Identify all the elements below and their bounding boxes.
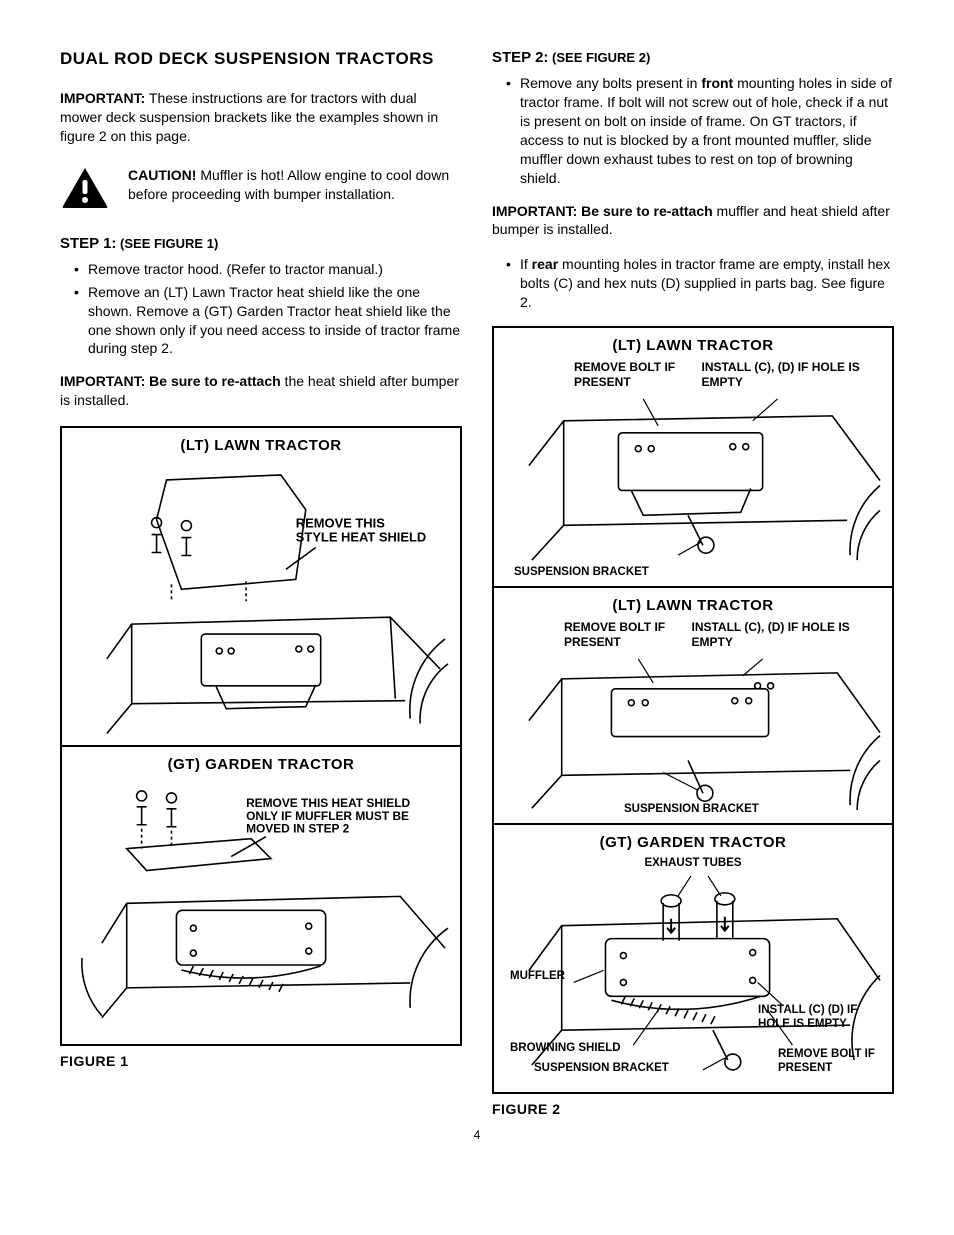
figure2-panel-gt: (GT) GARDEN TRACTOR EXHAUST TUBES xyxy=(494,825,892,1092)
caution-text-wrap: CAUTION! Muffler is hot! Allow engine to… xyxy=(128,166,462,204)
figure-1-box: (LT) LAWN TRACTOR REMOVE THIS STYLE HEAT… xyxy=(60,426,462,1046)
figure1-caption: FIGURE 1 xyxy=(60,1052,462,1071)
figure2-gt-annot-install: INSTALL (C) (D) IF HOLE IS EMPTY xyxy=(758,1004,878,1032)
figure2-lt1-annot-left: REMOVE BOLT IF PRESENT xyxy=(574,360,701,389)
step1-bullets: Remove tractor hood. (Refer to tractor m… xyxy=(60,260,462,358)
figure2-lt2-illustration xyxy=(504,651,882,825)
important-right: IMPORTANT: Be sure to re-attach muffler … xyxy=(492,202,894,240)
figure2-lt1-illustration xyxy=(504,391,882,580)
page-title: DUAL ROD DECK SUSPENSION TRACTORS xyxy=(60,48,462,71)
step2-sub: (SEE FIGURE 2) xyxy=(548,50,650,65)
step2-heading: STEP 2: (SEE FIGURE 2) xyxy=(492,48,894,68)
figure2-lt1-title: (LT) LAWN TRACTOR xyxy=(504,336,882,356)
figure2-gt-annot-susp: SUSPENSION BRACKET xyxy=(534,1062,669,1076)
step1-sub: (SEE FIGURE 1) xyxy=(116,236,218,251)
rear-text-post: mounting holes in tractor frame are empt… xyxy=(520,256,890,310)
step2-text-pre: Remove any bolts present in xyxy=(520,75,701,91)
figure2-lt1-annot-row: REMOVE BOLT IF PRESENT INSTALL (C), (D) … xyxy=(504,360,882,389)
figure2-lt2-title: (LT) LAWN TRACTOR xyxy=(504,596,882,616)
figure2-lt1-annot-bottom: SUSPENSION BRACKET xyxy=(514,566,882,580)
figure2-gt-annot-browning: BROWNING SHIELD xyxy=(510,1042,621,1056)
important-1: IMPORTANT: These instructions are for tr… xyxy=(60,89,462,146)
caution-block: CAUTION! Muffler is hot! Allow engine to… xyxy=(60,166,462,210)
warning-triangle-icon xyxy=(60,166,110,210)
figure2-gt-title: (GT) GARDEN TRACTOR xyxy=(504,833,882,853)
list-item: Remove tractor hood. (Refer to tractor m… xyxy=(74,260,462,279)
svg-text:REMOVE THIS HEAT SHIELD: REMOVE THIS HEAT SHIELD ONLY IF MUFFLER … xyxy=(246,796,413,836)
page-number: 4 xyxy=(60,1127,894,1143)
step2-text-post: mounting holes in side of tractor frame.… xyxy=(520,75,892,185)
figure2-gt-annot-remove: REMOVE BOLT IF PRESENT xyxy=(778,1048,878,1076)
figure2-panel-lt2: (LT) LAWN TRACTOR REMOVE BOLT IF PRESENT… xyxy=(494,588,892,825)
figure2-lt2-annot-bottom: SUSPENSION BRACKET xyxy=(624,803,882,817)
rear-text-bold: rear xyxy=(532,256,558,272)
figure2-panel-lt1: (LT) LAWN TRACTOR REMOVE BOLT IF PRESENT… xyxy=(494,328,892,588)
figure1-panel-gt: (GT) GARDEN TRACTOR REMOVE THIS HEAT SHI… xyxy=(62,747,460,1044)
list-item: Remove any bolts present in front mounti… xyxy=(506,74,894,187)
step2-bullets: Remove any bolts present in front mounti… xyxy=(492,74,894,187)
figure2-gt-annot-top: EXHAUST TUBES xyxy=(504,857,882,871)
figure2-lt1-annot-right: INSTALL (C), (D) IF HOLE IS EMPTY xyxy=(701,360,862,389)
step2-text-bold: front xyxy=(701,75,733,91)
important-2: IMPORTANT: Be sure to re-attach the heat… xyxy=(60,372,462,410)
figure2-lt2-annot-row: REMOVE BOLT IF PRESENT INSTALL (C), (D) … xyxy=(504,620,882,649)
figure1-lt-illustration: REMOVE THIS STYLE HEAT SHIELD xyxy=(72,460,450,739)
caution-label: CAUTION! xyxy=(128,167,196,183)
figure1-lt-title: (LT) LAWN TRACTOR xyxy=(72,436,450,456)
step2-head: STEP 2: xyxy=(492,49,548,66)
figure1-panel-lt: (LT) LAWN TRACTOR REMOVE THIS STYLE HEAT… xyxy=(62,428,460,747)
step1-heading: STEP 1: (SEE FIGURE 1) xyxy=(60,234,462,254)
figure2-gt-annot-muffler: MUFFLER xyxy=(510,970,565,984)
svg-text:REMOVE THIS STYL: REMOVE THIS STYLE HEAT SHIELD xyxy=(296,516,426,545)
rear-bullets: If rear mounting holes in tractor frame … xyxy=(492,255,894,312)
figure-2-box: (LT) LAWN TRACTOR REMOVE BOLT IF PRESENT… xyxy=(492,326,894,1094)
rear-text-pre: If xyxy=(520,256,532,272)
figure2-lt2-annot-left: REMOVE BOLT IF PRESENT xyxy=(564,620,691,649)
right-column: STEP 2: (SEE FIGURE 2) Remove any bolts … xyxy=(492,48,894,1119)
important-label: IMPORTANT: xyxy=(60,90,145,106)
figure2-lt2-annot-right: INSTALL (C), (D) IF HOLE IS EMPTY xyxy=(691,620,852,649)
list-item: Remove an (LT) Lawn Tractor heat shield … xyxy=(74,283,462,359)
list-item: If rear mounting holes in tractor frame … xyxy=(506,255,894,312)
important2-label: IMPORTANT: Be sure to re-attach xyxy=(60,373,281,389)
important-right-label: IMPORTANT: Be sure to re-attach xyxy=(492,203,713,219)
figure2-caption: FIGURE 2 xyxy=(492,1100,894,1119)
figure1-gt-illustration: REMOVE THIS HEAT SHIELD ONLY IF MUFFLER … xyxy=(72,779,450,1038)
step1-head: STEP 1: xyxy=(60,235,116,252)
figure1-gt-title: (GT) GARDEN TRACTOR xyxy=(72,755,450,775)
left-column: DUAL ROD DECK SUSPENSION TRACTORS IMPORT… xyxy=(60,48,462,1119)
